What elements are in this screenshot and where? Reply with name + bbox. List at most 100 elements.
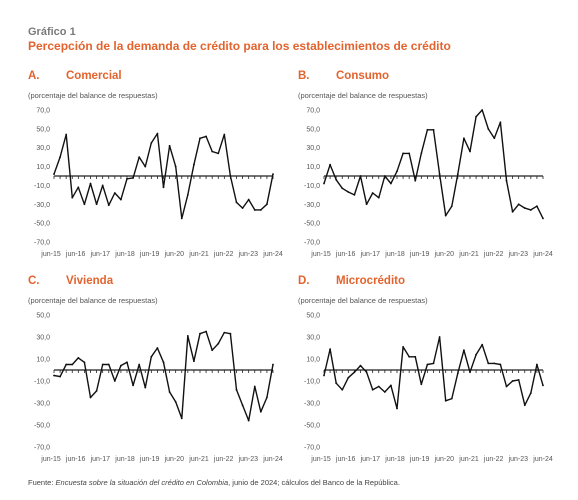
data-point xyxy=(229,175,232,177)
data-point xyxy=(329,163,331,166)
y-tick-label: -50,0 xyxy=(304,423,320,430)
data-point xyxy=(193,163,195,166)
panel-letter: A. xyxy=(28,70,40,82)
y-tick-label: -30,0 xyxy=(34,202,50,209)
y-tick-label: -50,0 xyxy=(34,221,50,228)
y-tick-label: -70,0 xyxy=(34,240,50,247)
data-point xyxy=(523,207,526,209)
data-point xyxy=(444,399,447,402)
data-point xyxy=(487,127,490,130)
panel-title: Vivienda xyxy=(66,275,114,287)
data-point xyxy=(89,396,92,399)
data-point xyxy=(259,410,262,413)
data-point xyxy=(511,210,514,213)
data-point xyxy=(353,371,356,374)
x-tick-label: jun-16 xyxy=(335,456,356,463)
data-point xyxy=(359,175,362,177)
source-note: Fuente: Encuesta sobre la situación del … xyxy=(28,478,400,487)
data-point xyxy=(529,392,532,394)
data-point xyxy=(162,361,165,364)
data-point xyxy=(335,382,338,385)
x-tick-label: jun-18 xyxy=(384,251,405,258)
data-point xyxy=(89,182,92,185)
data-point xyxy=(53,173,55,176)
data-point xyxy=(481,109,484,111)
x-tick-label: jun-17 xyxy=(90,456,111,463)
x-tick-label: jun-16 xyxy=(65,456,86,463)
x-tick-label: jun-24 xyxy=(532,456,553,463)
data-point xyxy=(390,182,392,185)
data-point xyxy=(487,362,490,365)
y-tick-label: -30,0 xyxy=(304,401,320,408)
x-tick-label: jun-19 xyxy=(409,456,430,463)
data-point xyxy=(126,361,128,364)
y-tick-label: 50,0 xyxy=(306,126,320,133)
data-point xyxy=(186,335,189,337)
figure-title: Percepción de la demanda de crédito para… xyxy=(28,39,451,53)
data-point xyxy=(205,135,207,138)
x-tick-label: jun-17 xyxy=(360,251,381,258)
data-point xyxy=(211,349,214,352)
data-point xyxy=(83,361,86,364)
data-point xyxy=(493,137,496,140)
data-point xyxy=(247,198,250,201)
x-tick-label: jun-16 xyxy=(65,251,86,258)
x-tick-label: jun-21 xyxy=(188,456,209,463)
data-point xyxy=(475,353,477,356)
data-point xyxy=(272,363,274,366)
x-tick-label: jun-15 xyxy=(310,456,331,463)
data-point xyxy=(450,205,453,208)
y-tick-label: -70,0 xyxy=(34,445,50,452)
panel-subtitle: (porcentaje del balance de respuestas) xyxy=(28,91,158,100)
data-point xyxy=(132,176,134,179)
panel-letter: D. xyxy=(298,275,310,287)
data-point xyxy=(126,177,128,180)
data-point xyxy=(365,203,368,206)
data-point xyxy=(481,343,484,346)
x-tick-label: jun-20 xyxy=(434,456,455,463)
data-point xyxy=(408,152,411,155)
data-point xyxy=(432,128,435,131)
data-point xyxy=(536,205,538,208)
x-tick-label: jun-24 xyxy=(262,456,283,463)
data-point xyxy=(150,142,153,144)
data-point xyxy=(217,342,220,345)
y-tick-label: -10,0 xyxy=(304,183,320,190)
panel-subtitle: (porcentaje del balance de respuestas) xyxy=(298,91,428,100)
y-tick-label: 30,0 xyxy=(36,145,50,152)
y-tick-label: -10,0 xyxy=(34,183,50,190)
data-point xyxy=(529,209,532,211)
data-point xyxy=(420,152,423,155)
data-point xyxy=(241,404,244,407)
data-point xyxy=(272,173,274,176)
data-point xyxy=(101,184,104,187)
x-tick-label: jun-18 xyxy=(114,251,135,258)
data-point xyxy=(193,360,195,363)
y-tick-label: 50,0 xyxy=(306,313,320,320)
data-point xyxy=(95,203,98,206)
data-point xyxy=(71,196,74,199)
data-point xyxy=(168,144,171,147)
data-point xyxy=(211,150,214,153)
data-point xyxy=(426,128,429,131)
data-point xyxy=(150,355,153,358)
data-point xyxy=(71,363,74,366)
data-point xyxy=(65,133,68,136)
y-tick-label: -30,0 xyxy=(34,401,50,408)
data-point xyxy=(113,192,116,194)
data-point xyxy=(329,348,331,350)
data-point xyxy=(229,332,232,335)
y-tick-label: 70,0 xyxy=(36,108,50,115)
x-tick-label: jun-19 xyxy=(139,456,160,463)
x-tick-label: jun-21 xyxy=(188,251,209,258)
data-point xyxy=(186,193,189,196)
data-point xyxy=(499,363,502,366)
x-tick-label: jun-18 xyxy=(114,456,135,463)
data-point xyxy=(132,384,134,387)
data-point xyxy=(144,165,147,168)
data-point xyxy=(353,193,356,196)
x-tick-label: jun-15 xyxy=(40,456,61,463)
data-point xyxy=(83,203,86,206)
y-tick-label: -10,0 xyxy=(304,379,320,386)
data-point xyxy=(469,150,471,153)
